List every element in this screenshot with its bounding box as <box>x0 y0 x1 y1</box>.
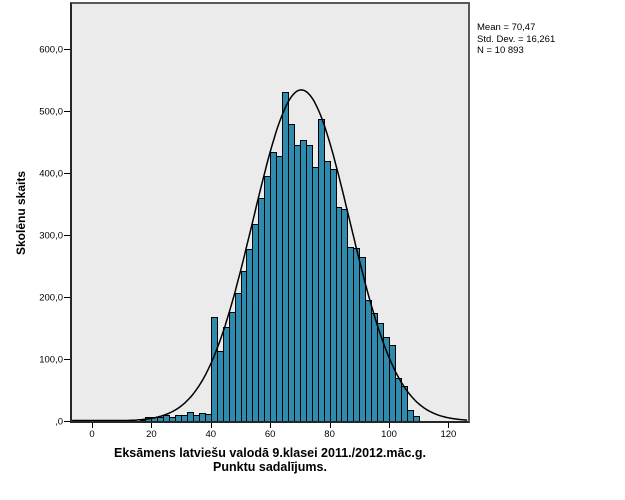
histogram-bar <box>413 416 420 421</box>
y-tick-mark <box>64 173 70 174</box>
y-tick-mark <box>64 49 70 50</box>
x-tick-mark <box>270 423 271 428</box>
y-tick-label: 300,0 <box>39 230 63 242</box>
x-tick-label: 20 <box>146 429 157 440</box>
x-tick-mark <box>330 423 331 428</box>
x-tick-label: 100 <box>381 429 397 440</box>
x-tick-mark <box>389 423 390 428</box>
stat-n: N = 10 893 <box>477 45 524 56</box>
x-tick-label: 40 <box>205 429 217 440</box>
stat-stddev: Std. Dev. = 16,261 <box>477 33 556 45</box>
y-tick-label: 400,0 <box>39 168 63 180</box>
y-axis-title: Skolēnu skaits <box>14 170 28 256</box>
y-tick-label: 600,0 <box>39 44 63 56</box>
stats-box: Mean = 70,47 Std. Dev. = 16,261 N = 10 8… <box>477 22 555 57</box>
plot-area <box>70 2 470 423</box>
x-tick-mark <box>211 423 212 428</box>
y-tick-label: 100,0 <box>39 354 63 366</box>
x-tick-mark <box>448 423 449 428</box>
y-tick-mark <box>64 359 70 360</box>
x-tick-label: 120 <box>440 429 457 440</box>
x-tick-label: 0 <box>89 429 95 440</box>
x-axis-title-line1: Eksāmens latviešu valodā 9.klasei 2011./… <box>113 446 426 460</box>
x-tick-label: 60 <box>264 429 276 440</box>
y-tick-mark <box>64 297 70 298</box>
x-tick-mark <box>92 423 93 428</box>
x-tick-mark <box>151 423 152 428</box>
stat-mean: Mean = 70,47 <box>477 22 536 33</box>
x-axis-title: Eksāmens latviešu valodā 9.klasei 2011./… <box>72 446 468 474</box>
y-tick-label: 200,0 <box>39 292 63 304</box>
y-tick-mark <box>64 421 70 422</box>
y-tick-mark <box>64 111 70 112</box>
x-tick-label: 80 <box>324 429 335 440</box>
y-tick-label: 500,0 <box>39 106 63 118</box>
x-axis-title-line2: Punktu sadalījums. <box>213 460 327 474</box>
y-tick-mark <box>64 235 70 236</box>
histogram-bars <box>72 4 468 421</box>
y-tick-label: ,0 <box>55 416 63 427</box>
